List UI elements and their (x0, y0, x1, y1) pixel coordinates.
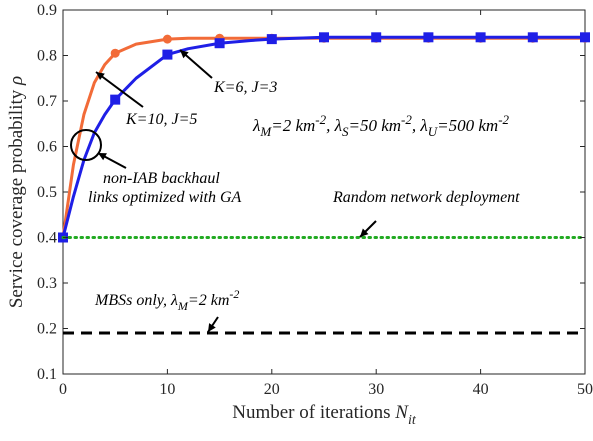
series-0-marker (110, 48, 120, 58)
series-1-marker (527, 32, 538, 43)
x-axis-title: Number of iterations Nit (232, 402, 417, 428)
annotation-density: λM=2 km-2, λS=50 km-2, λU=500 km-2 (252, 112, 510, 139)
series-1-marker (371, 32, 382, 43)
arrow-k10 (95, 71, 144, 108)
y-tick-label: 0.6 (37, 139, 57, 156)
annotation-non-iab-line1: non-IAB backhaul (103, 170, 220, 187)
y-tick-label: 0.3 (37, 275, 57, 292)
axis-titles: Number of iterations Nit Service coverage… (6, 76, 417, 428)
annotation-k10: K=10, J=5 (125, 111, 197, 128)
series-1-marker (475, 32, 486, 43)
series-1-marker (580, 32, 590, 43)
plot-area (62, 9, 586, 375)
series-layer (58, 32, 590, 335)
x-tick-label: 0 (59, 381, 67, 398)
y-tick-label: 0.8 (37, 48, 57, 65)
arrow-non-iab-head (98, 153, 107, 161)
y-tick-label: 0.1 (37, 366, 57, 383)
ticks-layer: 0 10 20 30 40 50 0.1 0.2 0.3 0.4 0.5 0.6 0.7 0.8 0.9 (37, 2, 593, 398)
y-axis-title: Service coverage probability ρ (6, 76, 27, 308)
arrow-mbs-head (208, 323, 216, 332)
annotation-random: Random network deployment (332, 189, 520, 206)
y-tick-label: 0.5 (37, 184, 57, 201)
highlight-circle (70, 129, 102, 161)
y-tick-label: 0.2 (37, 321, 57, 338)
series-1-marker (423, 32, 434, 43)
arrow-k6-head (180, 50, 189, 59)
x-tick-label: 20 (264, 381, 280, 398)
y-tick-label: 0.9 (37, 2, 57, 19)
series-1-marker (266, 34, 277, 45)
arrow-random-head (360, 228, 369, 237)
y-tick-label: 0.4 (37, 230, 57, 247)
x-tick-label: 50 (577, 381, 593, 398)
annotation-non-iab-line2: links optimized with GA (88, 189, 242, 206)
series-1-marker (162, 49, 173, 60)
series-1-line (61, 35, 585, 238)
annotation-mbs: MBSs only, λM=2 km-2 (94, 287, 239, 313)
annotation-k6: K=6, J=3 (213, 79, 277, 96)
series-1-marker (110, 94, 121, 105)
y-tick-label: 0.7 (37, 93, 57, 110)
plot-frame (62, 9, 586, 375)
series-1-marker (214, 38, 225, 49)
x-tick-label: 30 (368, 381, 384, 398)
series-0-marker (162, 34, 172, 44)
series-1-marker (319, 32, 329, 43)
annotation-layer: K=6, J=3 K=10, J=5 λM=2 km-2, λS=50 km-2, … (70, 49, 520, 333)
x-tick-label: 40 (473, 381, 489, 398)
x-tick-label: 10 (159, 381, 175, 398)
arrow-k10-head (96, 72, 105, 80)
